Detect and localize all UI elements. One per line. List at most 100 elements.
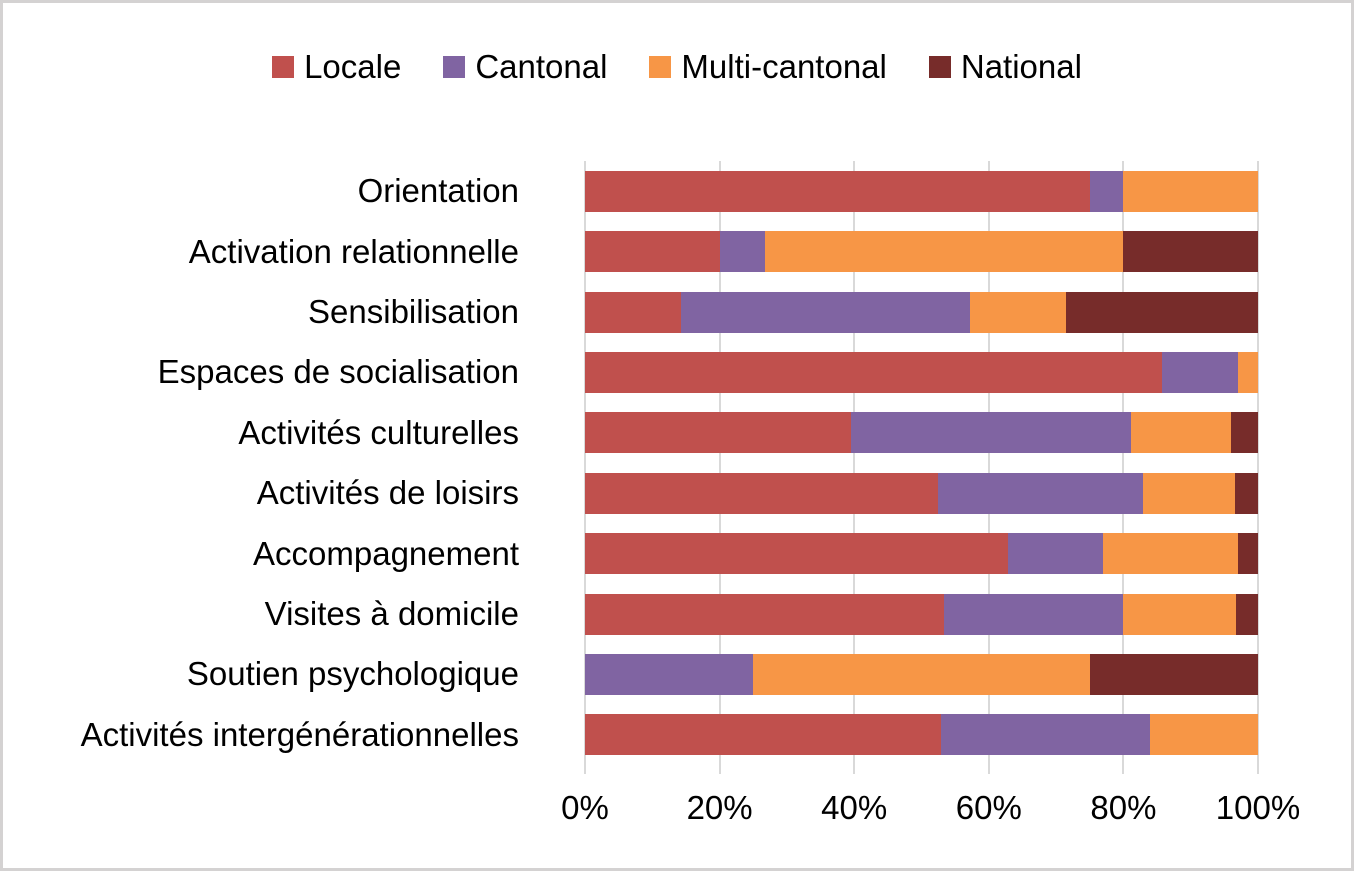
bar-row-orientation [585, 161, 1258, 221]
bar-row-visites-domicile [585, 584, 1258, 644]
bar-segment-cantonal [1007, 533, 1103, 575]
bar-segment-locale [585, 231, 720, 273]
bar-segment-cantonal [719, 231, 765, 273]
bar-segment-cantonal [941, 714, 1151, 756]
legend-item-multi-cantonal: Multi-cantonal [649, 48, 887, 85]
category-label-soutien-psychologique: Soutien psychologique [186, 655, 519, 693]
chart-legend: Locale Cantonal Multi-cantonal National [3, 48, 1351, 85]
gridline-20 [718, 161, 721, 765]
bar-segment-multi-cantonal [1131, 412, 1232, 454]
category-label-orientation: Orientation [357, 172, 519, 210]
legend-label: Locale [304, 48, 402, 85]
stacked-bar-activit-s-culturelles [585, 412, 1258, 454]
bar-segment-cantonal [1089, 170, 1124, 212]
bar-segment-national [1235, 593, 1258, 635]
bar-segment-locale [585, 593, 944, 635]
bar-row-activit-s-culturelles [585, 403, 1258, 463]
tick-mark-100 [1257, 765, 1259, 774]
bar-segment-multi-cantonal [753, 653, 1090, 695]
bar-segment-national [1066, 291, 1258, 333]
bar-segment-multi-cantonal [1123, 593, 1236, 635]
x-axis-label-60: 60% [955, 789, 1022, 826]
category-label-activit-s-de-loisirs: Activités de loisirs [256, 474, 519, 512]
gridline-80 [1122, 161, 1125, 765]
legend-label: Multi-cantonal [681, 48, 887, 85]
gridline-40 [853, 161, 856, 765]
category-label-espaces-de-socialisation: Espaces de socialisation [157, 353, 519, 391]
legend-swatch-multi-cantonal-icon [649, 56, 672, 79]
x-axis-label-80: 80% [1090, 789, 1157, 826]
bar-row-activation-relationnelle [585, 221, 1258, 281]
tick-mark-60 [987, 765, 990, 774]
bar-segment-locale [585, 170, 1090, 212]
tick-mark-80 [1122, 765, 1125, 774]
x-axis-tick-marks [584, 765, 1259, 775]
bar-segment-locale [585, 351, 1163, 393]
category-label-activit-s-culturelles: Activités culturelles [238, 413, 519, 451]
bar-segment-national [1089, 653, 1258, 695]
bar-row-accompagnement [585, 523, 1258, 583]
bar-segment-national [1237, 533, 1258, 575]
bar-segment-multi-cantonal [1102, 533, 1238, 575]
stacked-bar-activit-s-interg-n-rationnelles [585, 714, 1258, 756]
stacked-bar-accompagnement [585, 533, 1258, 575]
bar-segment-locale [585, 472, 939, 514]
gridline-100 [1257, 161, 1259, 765]
gridline-0 [584, 161, 586, 765]
category-label-sensibilisation: Sensibilisation [308, 293, 519, 331]
stacked-bar-sensibilisation [585, 291, 1258, 333]
bar-row-activit-s-de-loisirs [585, 463, 1258, 523]
bar-segment-national [1235, 472, 1258, 514]
bar-segment-cantonal [943, 593, 1124, 635]
bar-segment-cantonal [681, 291, 970, 333]
x-axis-label-0: 0% [561, 789, 609, 826]
legend-item-cantonal: Cantonal [443, 48, 608, 85]
legend-item-locale: Locale [272, 48, 402, 85]
plot-area [584, 161, 1259, 765]
stacked-bar-visites-domicile [585, 593, 1258, 635]
x-axis-label-20: 20% [686, 789, 753, 826]
bar-segment-cantonal [1162, 351, 1238, 393]
category-label-accompagnement: Accompagnement [253, 534, 519, 572]
x-axis-label-100: 100% [1215, 789, 1301, 826]
bar-segment-multi-cantonal [1237, 351, 1258, 393]
stacked-bar-espaces-de-socialisation [585, 351, 1258, 393]
bar-segment-national [1123, 231, 1258, 273]
bar-segment-national [1231, 412, 1258, 454]
bar-segment-multi-cantonal [1123, 170, 1258, 212]
bar-segment-cantonal [585, 653, 754, 695]
category-axis-labels: Orientation Activation relationnelle Sensi… [3, 161, 556, 765]
bar-row-soutien-psychologique [585, 644, 1258, 704]
category-label-visites-domicile: Visites à domicile [264, 595, 519, 633]
tick-mark-20 [718, 765, 721, 774]
bar-row-espaces-de-socialisation [585, 342, 1258, 402]
stacked-bar-activation-relationnelle [585, 231, 1258, 273]
bar-segment-multi-cantonal [1150, 714, 1258, 756]
legend-label: National [960, 48, 1082, 85]
legend-swatch-locale-icon [272, 56, 295, 79]
stacked-bar-soutien-psychologique [585, 653, 1258, 695]
bar-segment-multi-cantonal [969, 291, 1067, 333]
stacked-bar-orientation [585, 170, 1258, 212]
bar-segment-cantonal [850, 412, 1132, 454]
legend-label: Cantonal [475, 48, 608, 85]
gridline-60 [987, 161, 990, 765]
stacked-bar-activit-s-de-loisirs [585, 472, 1258, 514]
legend-item-national: National [928, 48, 1082, 85]
bar-segment-locale [585, 412, 851, 454]
x-axis-labels: 0% 20% 40% 60% 80% 100% [561, 789, 1300, 839]
x-axis-label-40: 40% [821, 789, 888, 826]
bar-segment-locale [585, 533, 1008, 575]
bar-row-sensibilisation [585, 282, 1258, 342]
category-label-activit-s-interg-n-rationnelles: Activités intergénérationnelles [80, 715, 519, 753]
bar-segment-cantonal [938, 472, 1143, 514]
bar-row-activit-s-interg-n-rationnelles [585, 705, 1258, 765]
category-label-activation-relationnelle: Activation relationnelle [188, 232, 519, 270]
legend-swatch-cantonal-icon [443, 56, 466, 79]
legend-swatch-national-icon [928, 56, 951, 79]
bar-segment-multi-cantonal [1142, 472, 1236, 514]
bars-container [585, 161, 1258, 765]
bar-segment-locale [585, 291, 682, 333]
tick-mark-0 [584, 765, 586, 774]
